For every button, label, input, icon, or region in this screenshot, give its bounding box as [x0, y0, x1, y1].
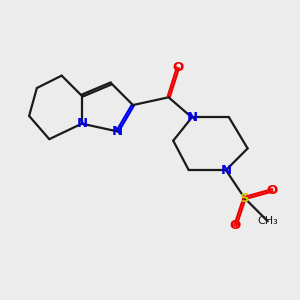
Text: O: O — [230, 219, 241, 232]
Text: O: O — [267, 184, 278, 197]
Text: CH₃: CH₃ — [257, 216, 278, 226]
Text: N: N — [112, 125, 123, 138]
Text: N: N — [76, 117, 87, 130]
Text: N: N — [186, 111, 197, 124]
Text: S: S — [240, 191, 249, 205]
Text: N: N — [220, 164, 232, 177]
Text: O: O — [172, 61, 184, 74]
